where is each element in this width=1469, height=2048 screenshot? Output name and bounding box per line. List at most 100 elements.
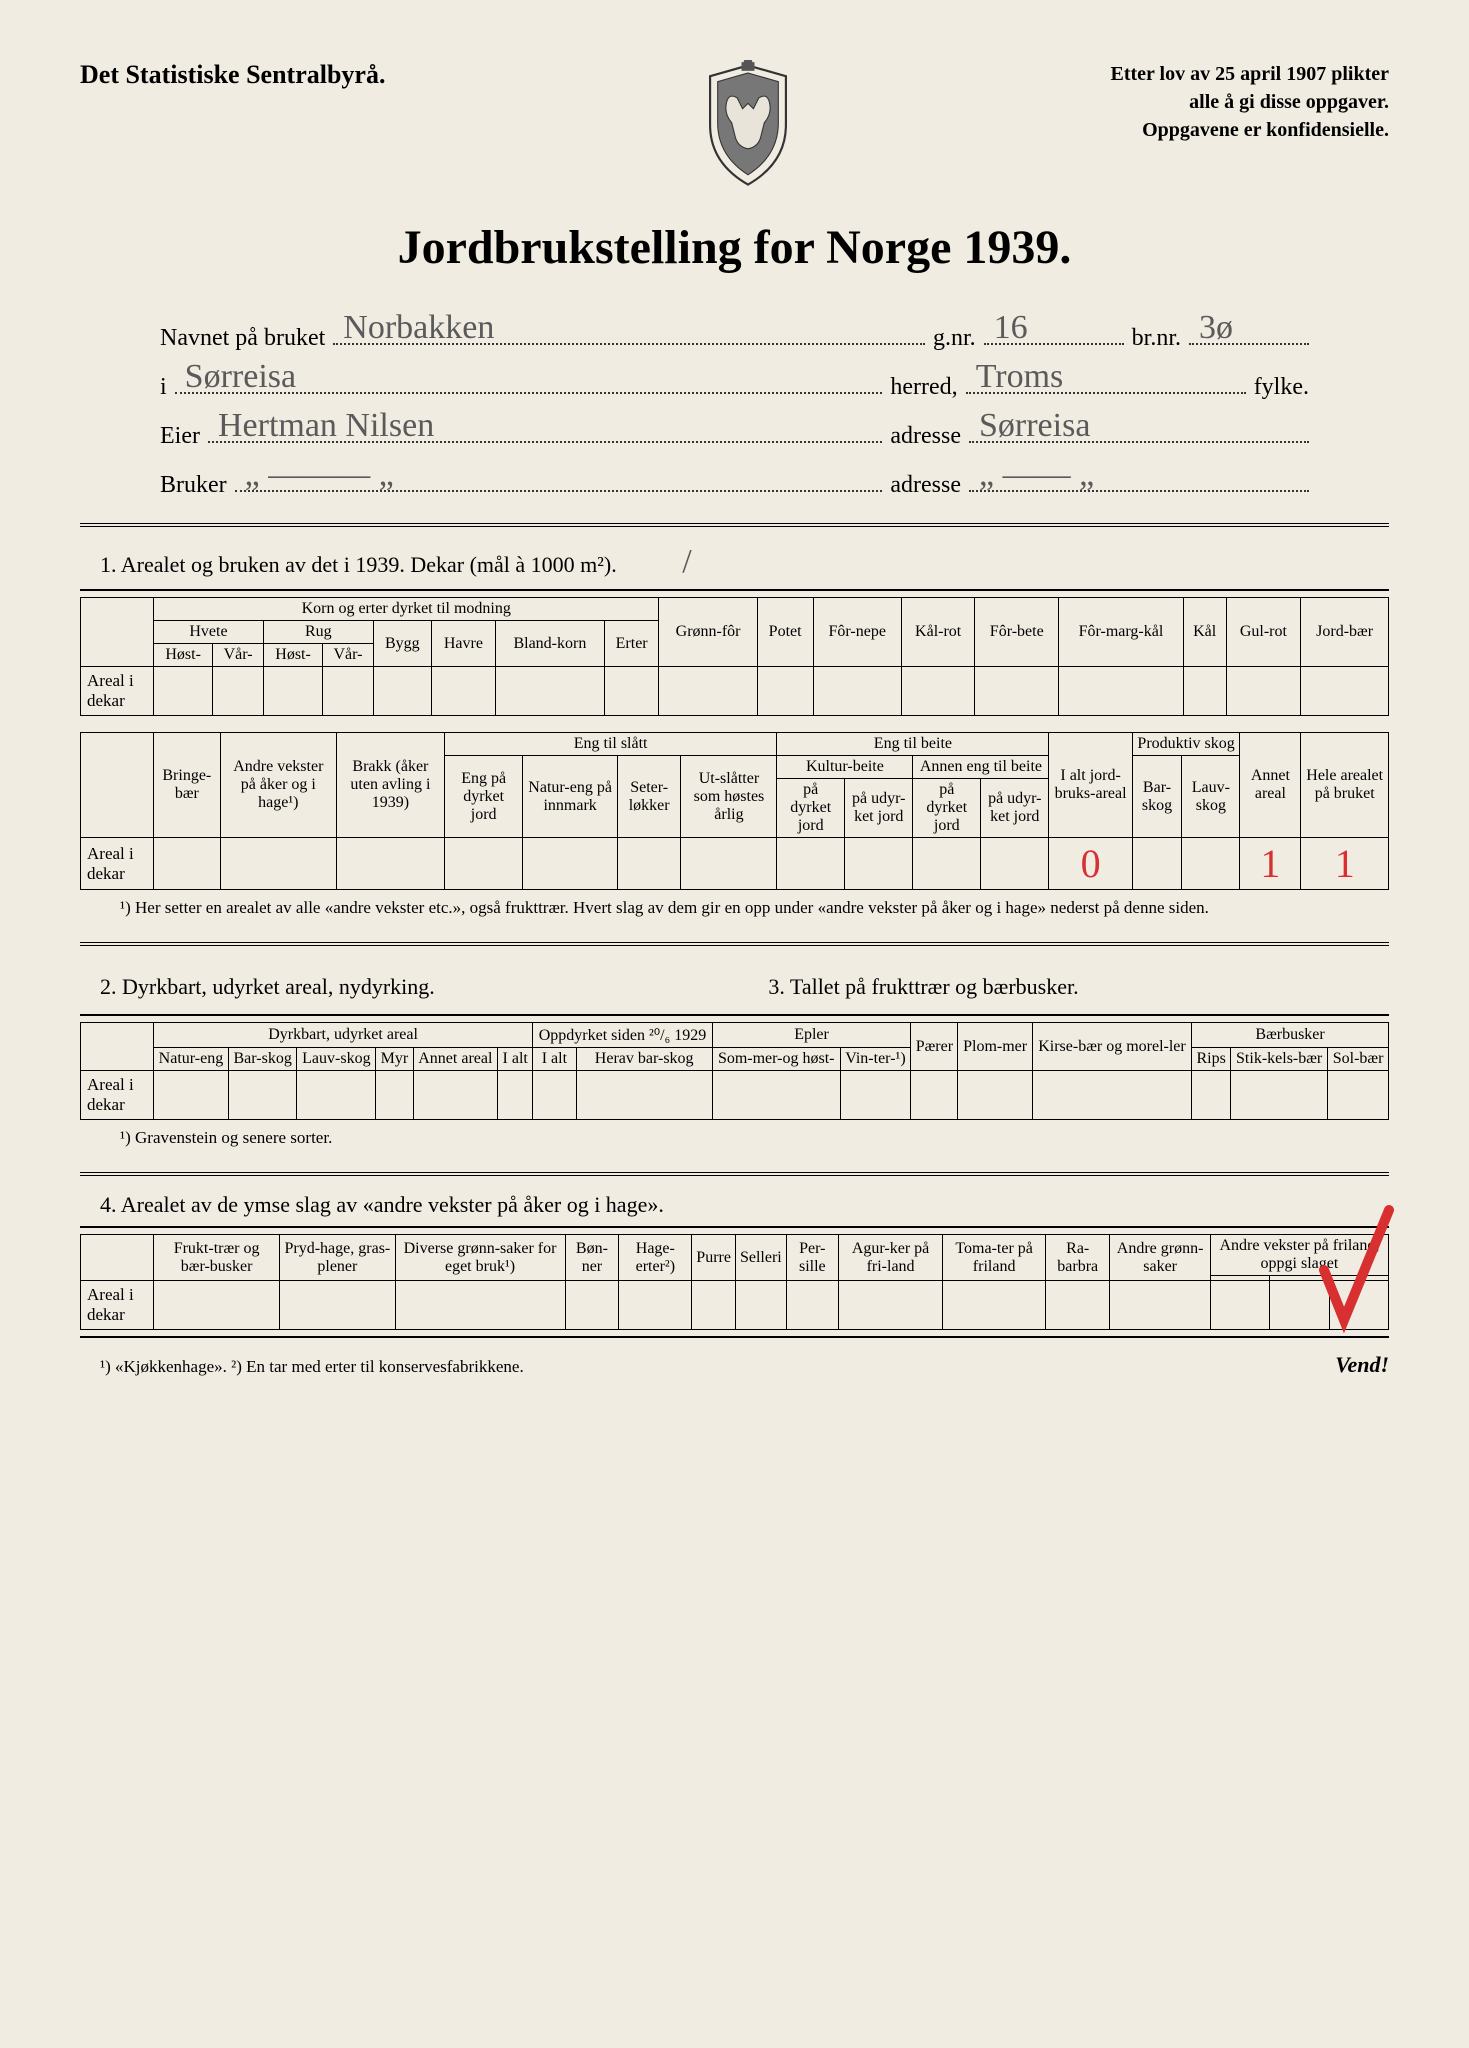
section2: 2. Dyrkbart, udyrket areal, nydyrking.: [80, 962, 708, 1008]
th-host2: Høst-: [263, 644, 322, 667]
sections-2-3-row: 2. Dyrkbart, udyrket areal, nydyrking. 3…: [80, 962, 1389, 1008]
th-paerer: Pærer: [911, 1023, 958, 1071]
row-label-areal3: Areal i dekar: [81, 1071, 154, 1120]
th-eng-slatt: Eng til slått: [444, 733, 777, 756]
divider: [80, 1226, 1389, 1228]
agency-name: Det Statistiske Sentralbyrå.: [80, 60, 385, 90]
header: Det Statistiske Sentralbyrå. Etter lov a…: [80, 60, 1389, 190]
label-adresse: adresse: [890, 423, 961, 450]
th-gulrot: Gul-rot: [1226, 598, 1301, 667]
th-brakk: Brakk (åker uten avling i 1939): [336, 733, 444, 838]
section3: 3. Tallet på frukttrær og bærbusker.: [748, 962, 1389, 1008]
field-user: Bruker „ ——— „ adresse „ —— „: [160, 462, 1309, 499]
th-bonner: Bøn-ner: [565, 1235, 619, 1281]
th-annet2: Annet areal: [413, 1048, 498, 1071]
th-korn: Korn og erter dyrket til modning: [154, 598, 659, 621]
table1b-land-use: Bringe-bær Andre vekster på åker og i ha…: [80, 732, 1389, 890]
value-adresse: Sørreisa: [979, 407, 1090, 445]
table-2-3: Dyrkbart, udyrket areal Oppdyrket siden …: [80, 1022, 1389, 1120]
footnote-4: ¹) «Kjøkkenhage». ²) En tar med erter ti…: [100, 1357, 524, 1377]
divider: [80, 1172, 1389, 1176]
th-pa-udyrket2: på udyr-ket jord: [981, 779, 1049, 838]
th-annet-areal: Annet areal: [1240, 733, 1301, 838]
field-district: i Sørreisa herred, Troms fylke.: [160, 364, 1309, 401]
footnote-2: ¹) Gravenstein og senere sorter.: [120, 1128, 1389, 1148]
value-annet: 1: [1260, 841, 1280, 886]
th-eng-beite: Eng til beite: [777, 733, 1049, 756]
th-bringebaer: Bringe-bær: [154, 733, 221, 838]
th-fornepe: Fôr-nepe: [813, 598, 901, 667]
label-gnr: g.nr.: [933, 325, 976, 352]
th-ialt: I alt: [498, 1048, 533, 1071]
th-myr: Myr: [376, 1048, 413, 1071]
th-diverse: Diverse grønn-saker for eget bruk¹): [395, 1235, 565, 1281]
page-title: Jordbrukstelling for Norge 1939.: [80, 220, 1389, 275]
label-herred: herred,: [890, 374, 957, 401]
value-fylke: Troms: [976, 358, 1064, 396]
th-oppdyrket: Oppdyrket siden ²⁰/₆ 1929: [533, 1023, 713, 1048]
th-havre: Havre: [431, 621, 495, 667]
th-erter: Erter: [604, 621, 659, 667]
label-adresse2: adresse: [890, 472, 961, 499]
th-blandkorn: Bland-korn: [495, 621, 604, 667]
th-lauvskog2: Lauv-skog: [297, 1048, 376, 1071]
th-agurker: Agur-ker på fri-land: [838, 1235, 942, 1281]
legal-line-2: alle å gi disse oppgaver.: [1110, 88, 1389, 116]
th-host1: Høst-: [154, 644, 213, 667]
th-rabarbra: Ra-barbra: [1046, 1235, 1110, 1281]
turn-page-label: Vend!: [1335, 1352, 1389, 1378]
th-pa-dyrket1: på dyrket jord: [777, 779, 845, 838]
th-annen-beite: Annen eng til beite: [913, 756, 1049, 779]
value-eier: Hertman Nilsen: [218, 407, 434, 445]
row-label-areal2: Areal i dekar: [81, 838, 154, 890]
legal-line-1: Etter lov av 25 april 1907 plikter: [1110, 60, 1389, 88]
th-kulturbeite: Kultur-beite: [777, 756, 913, 779]
value-bruker: „ ——— „: [245, 456, 394, 494]
field-owner: Eier Hertman Nilsen adresse Sørreisa: [160, 413, 1309, 450]
red-checkmark-icon: [1309, 1200, 1399, 1340]
th-eng-dyrket: Eng på dyrket jord: [444, 756, 523, 838]
value-gnr: 16: [994, 309, 1028, 347]
th-hvete: Hvete: [154, 621, 264, 644]
th-kal: Kål: [1183, 598, 1226, 667]
th-potet: Potet: [757, 598, 813, 667]
value-i: Sørreisa: [185, 358, 296, 396]
divider: [80, 1336, 1389, 1338]
th-tomater: Toma-ter på friland: [943, 1235, 1046, 1281]
th-natureng: Natur-eng: [154, 1048, 229, 1071]
th-barskog: Bar-skog: [1132, 756, 1182, 838]
legal-notice: Etter lov av 25 april 1907 plikter alle …: [1110, 60, 1389, 144]
th-stikkelsbaer: Stik-kels-bær: [1231, 1048, 1328, 1071]
label-eier: Eier: [160, 423, 200, 450]
th-kalrot: Kål-rot: [901, 598, 974, 667]
th-persille: Per-sille: [786, 1235, 838, 1281]
section3-title: 3. Tallet på frukttrær og bærbusker.: [768, 974, 1389, 1000]
label-bruker: Bruker: [160, 472, 227, 499]
row-label-areal: Areal i dekar: [81, 667, 154, 716]
th-herav-barskog: Herav bar-skog: [576, 1048, 712, 1071]
section4-title: 4. Arealet av de ymse slag av «andre vek…: [100, 1192, 1389, 1218]
th-baerbusker: Bærbusker: [1192, 1023, 1389, 1048]
th-hele-arealet: Hele arealet på bruket: [1301, 733, 1389, 838]
footnote-1: ¹) Her setter en arealet av alle «andre …: [120, 898, 1389, 918]
th-plommer: Plom-mer: [958, 1023, 1032, 1071]
th-hageerter: Hage-erter²): [619, 1235, 692, 1281]
th-ialt-jordbruk: I alt jord-bruks-areal: [1049, 733, 1132, 838]
th-andre-vekster: Andre vekster på åker og i hage¹): [220, 733, 336, 838]
th-var1: Vår-: [213, 644, 264, 667]
table4-other-crops: Frukt-trær og bær-busker Pryd-hage, gras…: [80, 1234, 1389, 1330]
coat-of-arms-icon: [693, 60, 803, 190]
field-farm-name: Navnet på bruket Norbakken g.nr. 16 br.n…: [160, 315, 1309, 352]
document-page: Det Statistiske Sentralbyrå. Etter lov a…: [0, 0, 1469, 2048]
th-purre: Purre: [692, 1235, 736, 1281]
th-epler: Epler: [712, 1023, 910, 1048]
value-ialt: 0: [1081, 841, 1101, 886]
th-var2: Vår-: [323, 644, 374, 667]
label-i: i: [160, 374, 167, 401]
th-barskog2: Bar-skog: [228, 1048, 297, 1071]
th-vinter: Vin-ter-¹): [840, 1048, 911, 1071]
section1-title-text: 1. Arealet og bruken av det i 1939. Deka…: [100, 552, 617, 577]
divider: [80, 942, 1389, 946]
th-utslatter: Ut-slåtter som høstes årlig: [681, 756, 777, 838]
divider: [80, 589, 1389, 591]
